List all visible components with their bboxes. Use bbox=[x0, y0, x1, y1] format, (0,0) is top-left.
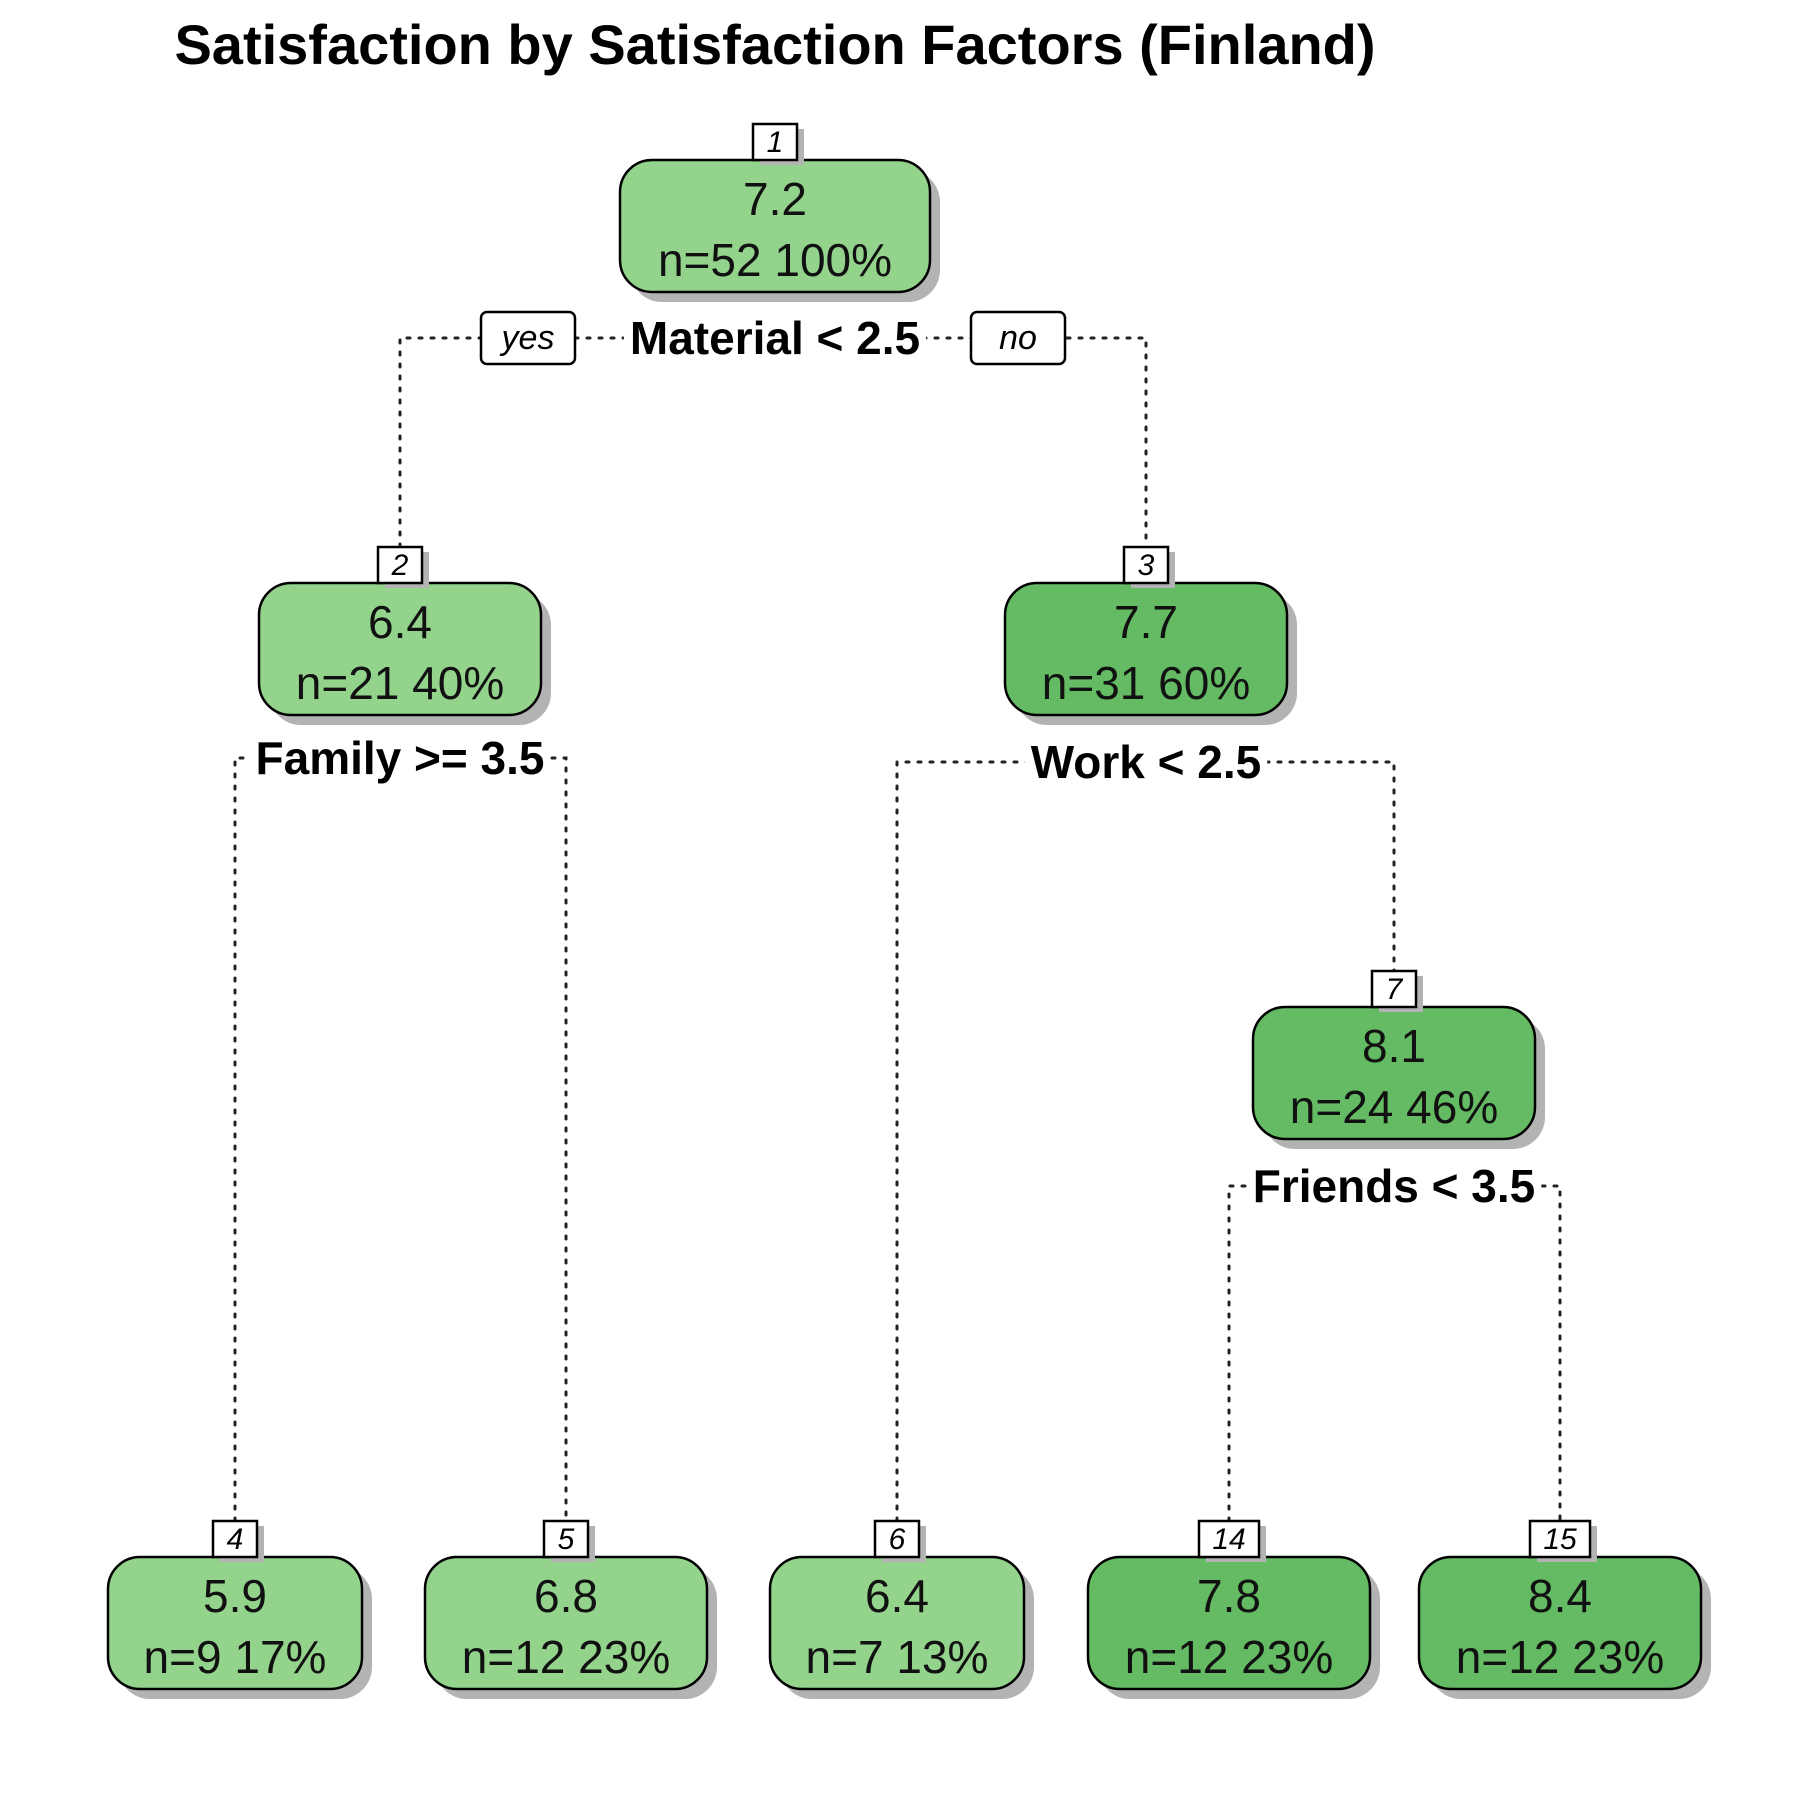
node-id-box bbox=[1122, 545, 1170, 585]
tree-node-15: 8.4 n=12 23% 15 bbox=[1417, 1519, 1711, 1699]
tree-node-5: 6.8 n=12 23% 5 bbox=[423, 1519, 717, 1699]
split-label: Material < 2.5 bbox=[630, 312, 920, 364]
node-id-box bbox=[1528, 1519, 1592, 1559]
no-label-box: no bbox=[969, 310, 1067, 366]
node-id: 3 bbox=[1138, 549, 1155, 582]
edge-from-node-2 bbox=[233, 756, 568, 1523]
node-value: 8.4 bbox=[1528, 1570, 1592, 1622]
node-id-box bbox=[1370, 969, 1418, 1009]
node-id: 7 bbox=[1386, 973, 1404, 1006]
node-id-box bbox=[376, 545, 424, 585]
node-id: 1 bbox=[767, 126, 784, 159]
split-rule-node-7: Friends < 3.5 bbox=[1246, 1158, 1542, 1214]
node-id: 2 bbox=[391, 549, 409, 582]
node-value: 6.8 bbox=[534, 1570, 598, 1622]
chart-title: Satisfaction by Satisfaction Factors (Fi… bbox=[174, 13, 1375, 76]
node-stats: n=24 46% bbox=[1290, 1081, 1498, 1133]
node-id: 6 bbox=[889, 1523, 906, 1556]
tree-node-6: 6.4 n=7 13% 6 bbox=[768, 1519, 1034, 1699]
split-label: Family >= 3.5 bbox=[256, 732, 545, 784]
node-value: 6.4 bbox=[865, 1570, 929, 1622]
split-rule-node-1: Material < 2.5 bbox=[623, 310, 927, 366]
split-label: Friends < 3.5 bbox=[1253, 1160, 1536, 1212]
tree-node-14: 7.8 n=12 23% 14 bbox=[1086, 1519, 1380, 1699]
node-id-box bbox=[751, 122, 799, 162]
node-stats: n=21 40% bbox=[296, 657, 504, 709]
node-value: 8.1 bbox=[1362, 1020, 1426, 1072]
node-id: 5 bbox=[558, 1523, 575, 1556]
node-value: 7.2 bbox=[743, 173, 807, 225]
tree-node-1: 7.2 n=52 100% 1 bbox=[618, 122, 940, 302]
tree-node-7: 8.1 n=24 46% 7 bbox=[1251, 969, 1545, 1149]
tree-node-4: 5.9 n=9 17% 4 bbox=[106, 1519, 372, 1699]
node-value: 6.4 bbox=[368, 596, 432, 648]
node-stats: n=12 23% bbox=[462, 1631, 670, 1683]
node-stats: n=12 23% bbox=[1456, 1631, 1664, 1683]
split-rule-node-3: Work < 2.5 bbox=[1024, 734, 1268, 790]
node-id: 15 bbox=[1543, 1523, 1577, 1556]
node-id-box bbox=[873, 1519, 921, 1559]
yes-label-box: yes bbox=[479, 310, 577, 366]
yes-label: yes bbox=[500, 319, 555, 357]
node-value: 5.9 bbox=[203, 1570, 267, 1622]
edge-from-node-1 bbox=[398, 336, 1148, 549]
node-value: 7.8 bbox=[1197, 1570, 1261, 1622]
node-id-box bbox=[1197, 1519, 1261, 1559]
no-label: no bbox=[999, 319, 1037, 357]
split-rule-node-2: Family >= 3.5 bbox=[249, 730, 551, 786]
node-id: 14 bbox=[1212, 1523, 1245, 1556]
node-stats: n=7 13% bbox=[806, 1631, 989, 1683]
tree-node-2: 6.4 n=21 40% 2 bbox=[257, 545, 551, 725]
node-id: 4 bbox=[227, 1523, 244, 1556]
node-stats: n=52 100% bbox=[658, 234, 892, 286]
node-stats: n=9 17% bbox=[144, 1631, 327, 1683]
node-stats: n=31 60% bbox=[1042, 657, 1250, 709]
node-id-box bbox=[211, 1519, 259, 1559]
node-stats: n=12 23% bbox=[1125, 1631, 1333, 1683]
node-id-box bbox=[542, 1519, 590, 1559]
split-label: Work < 2.5 bbox=[1031, 736, 1262, 788]
tree-node-3: 7.7 n=31 60% 3 bbox=[1003, 545, 1297, 725]
edge-from-node-7 bbox=[1227, 1184, 1562, 1523]
node-value: 7.7 bbox=[1114, 596, 1178, 648]
